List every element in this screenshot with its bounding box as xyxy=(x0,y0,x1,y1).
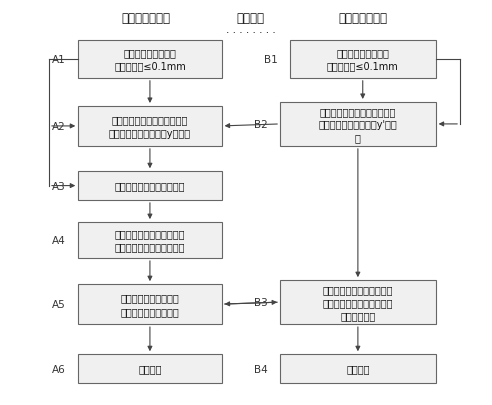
Text: 复查待加工的第四阶圆
柱体相邻的底角的圆心: 复查待加工的第四阶圆 柱体相邻的底角的圆心 xyxy=(121,293,179,316)
Text: 加工零件: 加工零件 xyxy=(138,364,162,374)
Text: 分段找正第二阶圆柱体，并记
录圆柱体上四个点位的y值备用: 分段找正第二阶圆柱体，并记 录圆柱体上四个点位的y值备用 xyxy=(109,115,191,138)
FancyBboxPatch shape xyxy=(78,222,222,258)
Text: 第一次装夹找正: 第一次装夹找正 xyxy=(122,12,171,25)
FancyBboxPatch shape xyxy=(280,354,436,383)
Text: B1: B1 xyxy=(264,55,277,65)
Text: 加工零件: 加工零件 xyxy=(346,364,369,374)
Text: 分段找正第二阶圆柱体，并记
录圆柱体上四个点位的y'值备
用: 分段找正第二阶圆柱体，并记 录圆柱体上四个点位的y'值备 用 xyxy=(318,107,397,143)
FancyBboxPatch shape xyxy=(290,41,436,79)
FancyBboxPatch shape xyxy=(280,280,436,324)
Text: 找出待加工的第四阶圆柱体
相邻的底角的圆心，反算建
立加工坐标系: 找出待加工的第四阶圆柱体 相邻的底角的圆心，反算建 立加工坐标系 xyxy=(323,284,393,320)
Text: · · · · · · · ·: · · · · · · · · xyxy=(226,28,276,38)
Text: 装夹零件，保证装夹
时轴直线度≤0.1mm: 装夹零件，保证装夹 时轴直线度≤0.1mm xyxy=(327,48,399,71)
Text: A4: A4 xyxy=(52,235,66,245)
FancyBboxPatch shape xyxy=(78,284,222,324)
Text: 以第四阶圆柱体的圆心作为
加工原点，建立加工坐标系: 以第四阶圆柱体的圆心作为 加工原点，建立加工坐标系 xyxy=(115,229,185,252)
Text: 复查待加工的第四阶圆柱体: 复查待加工的第四阶圆柱体 xyxy=(115,181,185,191)
FancyBboxPatch shape xyxy=(78,354,222,383)
FancyBboxPatch shape xyxy=(78,41,222,79)
Text: A1: A1 xyxy=(52,55,66,65)
Text: 第二次装夹找正: 第二次装夹找正 xyxy=(338,12,387,25)
FancyBboxPatch shape xyxy=(280,102,436,147)
Text: B3: B3 xyxy=(254,297,268,307)
Text: A6: A6 xyxy=(52,364,66,374)
Text: A3: A3 xyxy=(52,181,66,191)
Text: A2: A2 xyxy=(52,122,66,132)
FancyBboxPatch shape xyxy=(78,172,222,200)
Text: A5: A5 xyxy=(52,299,66,309)
Text: B4: B4 xyxy=(254,364,268,374)
Text: 中间工序: 中间工序 xyxy=(237,12,265,25)
FancyBboxPatch shape xyxy=(78,107,222,147)
Text: B2: B2 xyxy=(254,119,268,130)
Text: 装夹零件，保证装夹
时轴直线度≤0.1mm: 装夹零件，保证装夹 时轴直线度≤0.1mm xyxy=(114,48,186,71)
